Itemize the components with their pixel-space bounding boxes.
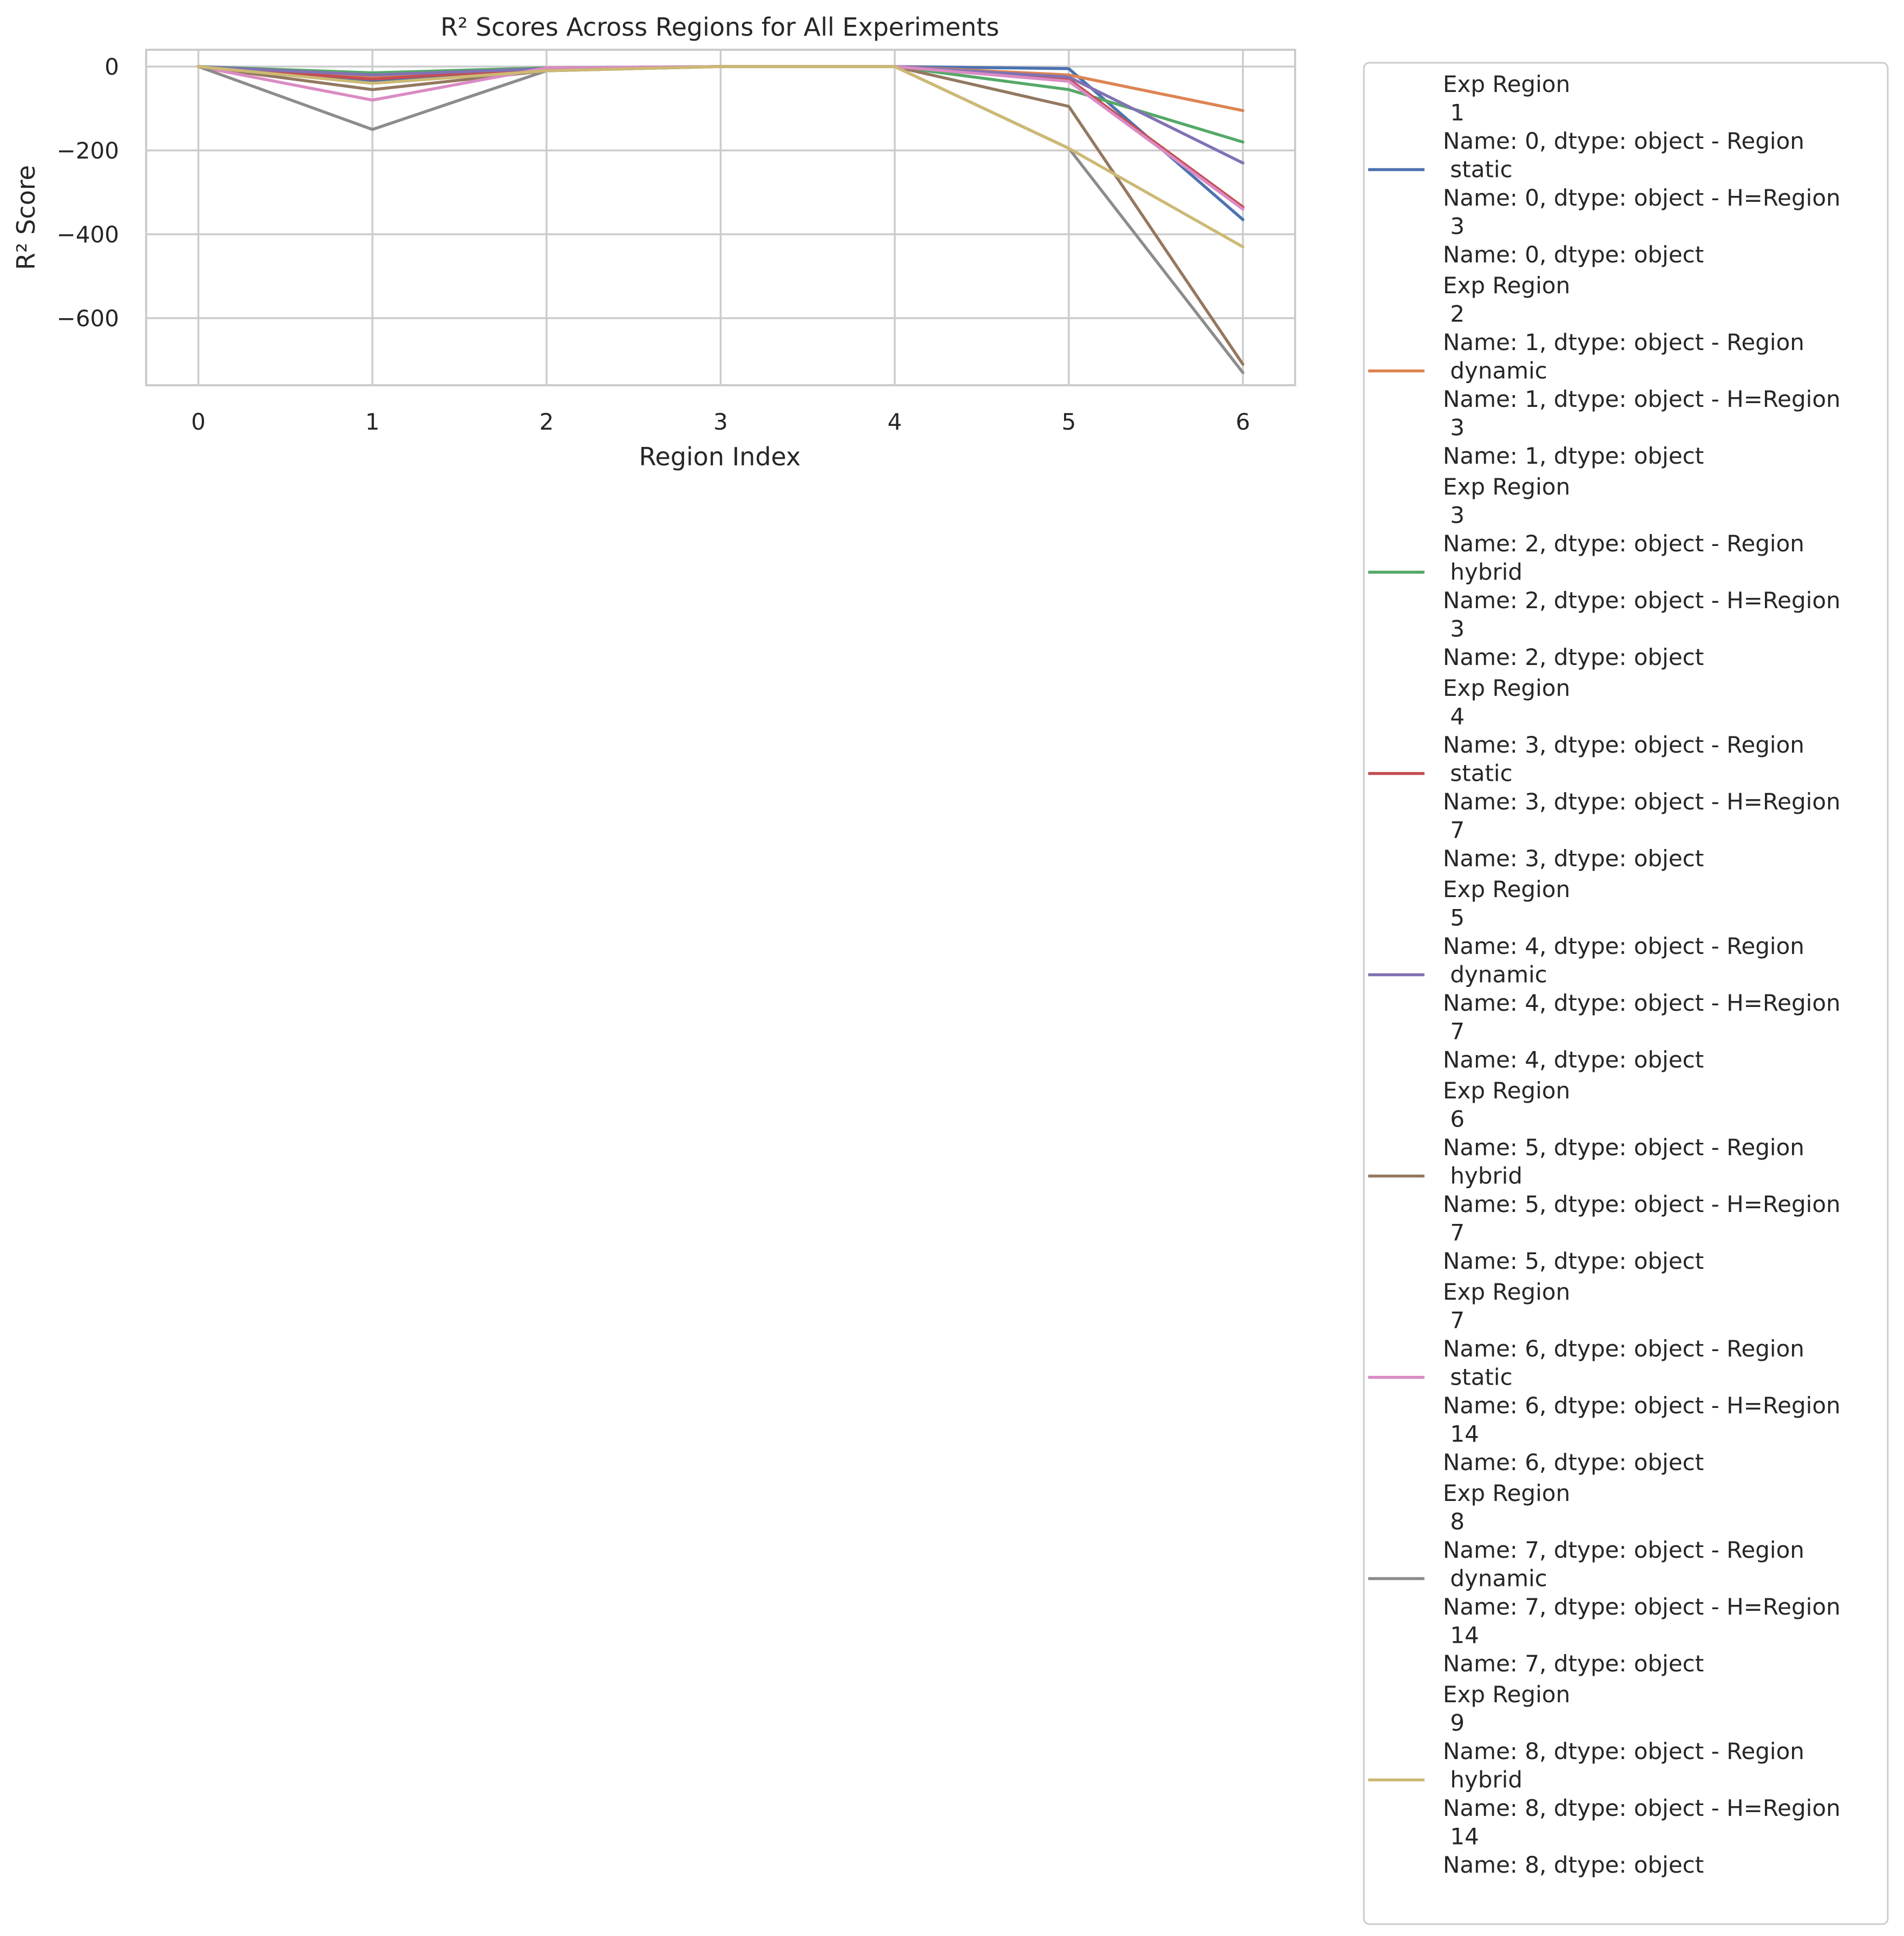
y-tick-label: −600	[57, 305, 119, 332]
legend-entry-8: Exp Region 8 Name: 7, dtype: object - Reg…	[1368, 1480, 1841, 1677]
legend-frame	[1363, 62, 1889, 1925]
x-tick-label: 3	[713, 409, 728, 435]
plot-frame	[145, 49, 1296, 386]
legend-label: Exp Region 8 Name: 7, dtype: object - Reg…	[1443, 1480, 1841, 1677]
legend-label: Exp Region 2 Name: 1, dtype: object - Reg…	[1443, 272, 1841, 469]
legend-entry-3: Exp Region 3 Name: 2, dtype: object - Reg…	[1368, 473, 1841, 670]
y-tick-labels: 0 −200 −400 −600	[57, 54, 119, 332]
legend-entry-5: Exp Region 5 Name: 4, dtype: object - Reg…	[1368, 876, 1841, 1073]
x-tick-label: 4	[888, 409, 902, 435]
legend-entry-4: Exp Region 4 Name: 3, dtype: object - Reg…	[1368, 675, 1841, 872]
legend-entry-1: Exp Region 1 Name: 0, dtype: object - Reg…	[1368, 71, 1841, 268]
x-axis-label: Region Index	[639, 442, 801, 471]
legend-label: Exp Region 1 Name: 0, dtype: object - Reg…	[1443, 71, 1841, 268]
legend-label: Exp Region 7 Name: 6, dtype: object - Reg…	[1443, 1279, 1841, 1476]
series-line-9	[196, 65, 1245, 248]
x-tick-label: 0	[191, 409, 206, 435]
x-tick-labels: 0 1 2 3 4 5 6	[191, 409, 1250, 435]
y-tick-label: −400	[57, 221, 119, 248]
legend-label: Exp Region 9 Name: 8, dtype: object - Reg…	[1443, 1681, 1841, 1878]
legend-entry-6: Exp Region 6 Name: 5, dtype: object - Reg…	[1368, 1077, 1841, 1274]
x-tick-label: 5	[1061, 409, 1076, 435]
legend-entry-2: Exp Region 2 Name: 1, dtype: object - Reg…	[1368, 272, 1841, 469]
legend: Exp Region 1 Name: 0, dtype: object - Reg…	[1363, 62, 1889, 1925]
legend-label: Exp Region 5 Name: 4, dtype: object - Reg…	[1443, 876, 1841, 1073]
legend-entry-7: Exp Region 7 Name: 6, dtype: object - Reg…	[1368, 1279, 1841, 1476]
legend-label: Exp Region 3 Name: 2, dtype: object - Reg…	[1443, 473, 1841, 670]
legend-label: Exp Region 6 Name: 5, dtype: object - Reg…	[1443, 1077, 1841, 1274]
series-lines	[196, 65, 1245, 374]
x-tick-label: 1	[365, 409, 380, 435]
legend-label: Exp Region 4 Name: 3, dtype: object - Reg…	[1443, 675, 1841, 872]
y-tick-label: 0	[104, 54, 119, 80]
y-tick-label: −200	[57, 137, 119, 164]
y-axis-label: R² Score	[11, 165, 41, 270]
legend-entry-9: Exp Region 9 Name: 8, dtype: object - Reg…	[1368, 1681, 1841, 1878]
x-tick-label: 2	[539, 409, 554, 435]
chart-title: R² Scores Across Regions for All Experim…	[441, 12, 999, 42]
legend-items: Exp Region 1 Name: 0, dtype: object - Reg…	[1368, 71, 1841, 1878]
x-tick-label: 6	[1236, 409, 1250, 435]
